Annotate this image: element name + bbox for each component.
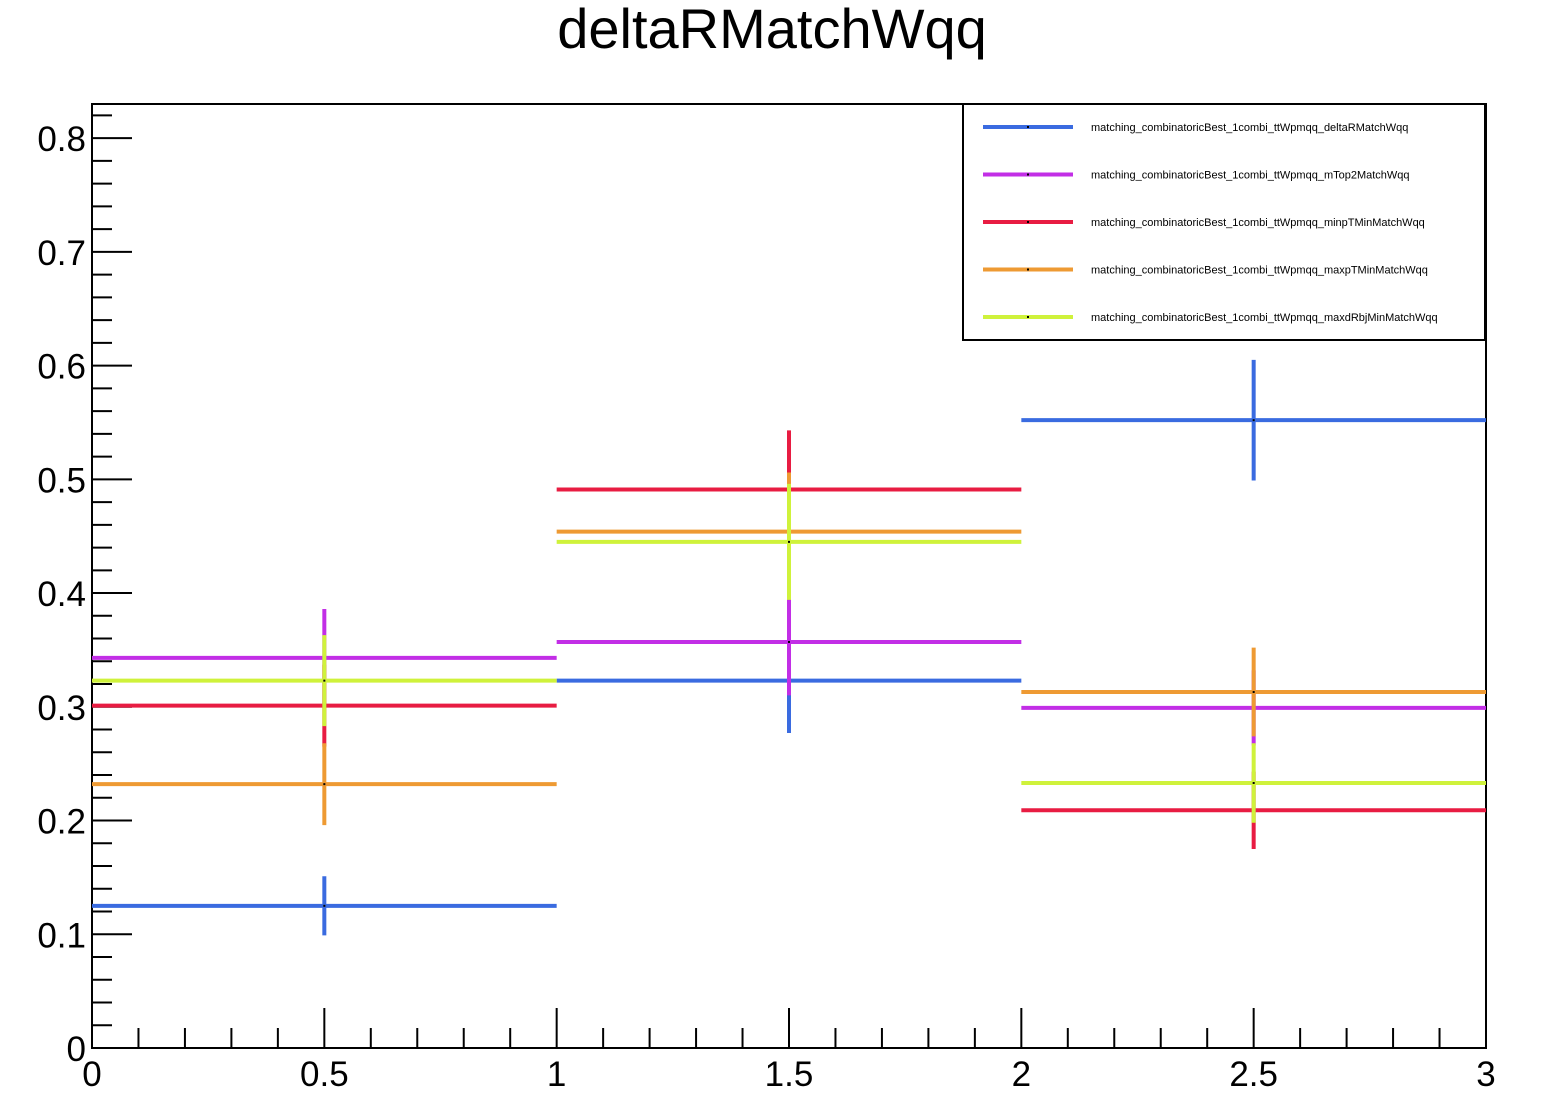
x-tick-label: 1 xyxy=(547,1055,566,1094)
legend-label: matching_combinatoricBest_1combi_ttWpmqq… xyxy=(1091,122,1408,134)
legend-label: matching_combinatoricBest_1combi_ttWpmqq… xyxy=(1091,265,1428,277)
x-tick-label: 3 xyxy=(1476,1055,1495,1094)
legend-marker xyxy=(1027,126,1029,128)
legend-label: matching_combinatoricBest_1combi_ttWpmqq… xyxy=(1091,217,1425,229)
chart-title: deltaRMatchWqq xyxy=(557,0,987,60)
legend-marker xyxy=(1027,316,1029,318)
x-tick-label: 0.5 xyxy=(300,1055,349,1094)
series-1-point xyxy=(323,904,326,907)
x-tick-label: 1.5 xyxy=(765,1055,814,1094)
series-4-point xyxy=(1252,691,1255,694)
y-tick-label: 0.2 xyxy=(37,803,86,842)
series-4-point xyxy=(323,783,326,786)
legend-label: matching_combinatoricBest_1combi_ttWpmqq… xyxy=(1091,312,1438,324)
y-tick-label: 0.5 xyxy=(37,461,86,500)
legend-marker xyxy=(1027,268,1029,271)
series-5-point xyxy=(1252,781,1255,784)
series-1-point xyxy=(1252,419,1255,422)
y-tick-label: 0.1 xyxy=(37,916,86,955)
series-5-point xyxy=(323,679,326,682)
y-tick-label: 0 xyxy=(67,1030,86,1069)
y-tick-label: 0.8 xyxy=(37,120,86,159)
y-tick-label: 0.3 xyxy=(37,689,86,728)
x-tick-label: 2 xyxy=(1012,1055,1031,1094)
series-2-point xyxy=(788,640,790,643)
x-tick-label: 0 xyxy=(82,1055,101,1094)
x-tick-label: 2.5 xyxy=(1229,1055,1278,1094)
y-tick-label: 0.6 xyxy=(37,348,86,387)
series-5-point xyxy=(788,540,790,543)
legend-label: matching_combinatoricBest_1combi_ttWpmqq… xyxy=(1091,170,1410,182)
legend-marker xyxy=(1027,221,1029,223)
legend-marker xyxy=(1027,173,1029,176)
y-tick-label: 0.4 xyxy=(37,575,86,614)
y-tick-label: 0.7 xyxy=(37,234,86,273)
